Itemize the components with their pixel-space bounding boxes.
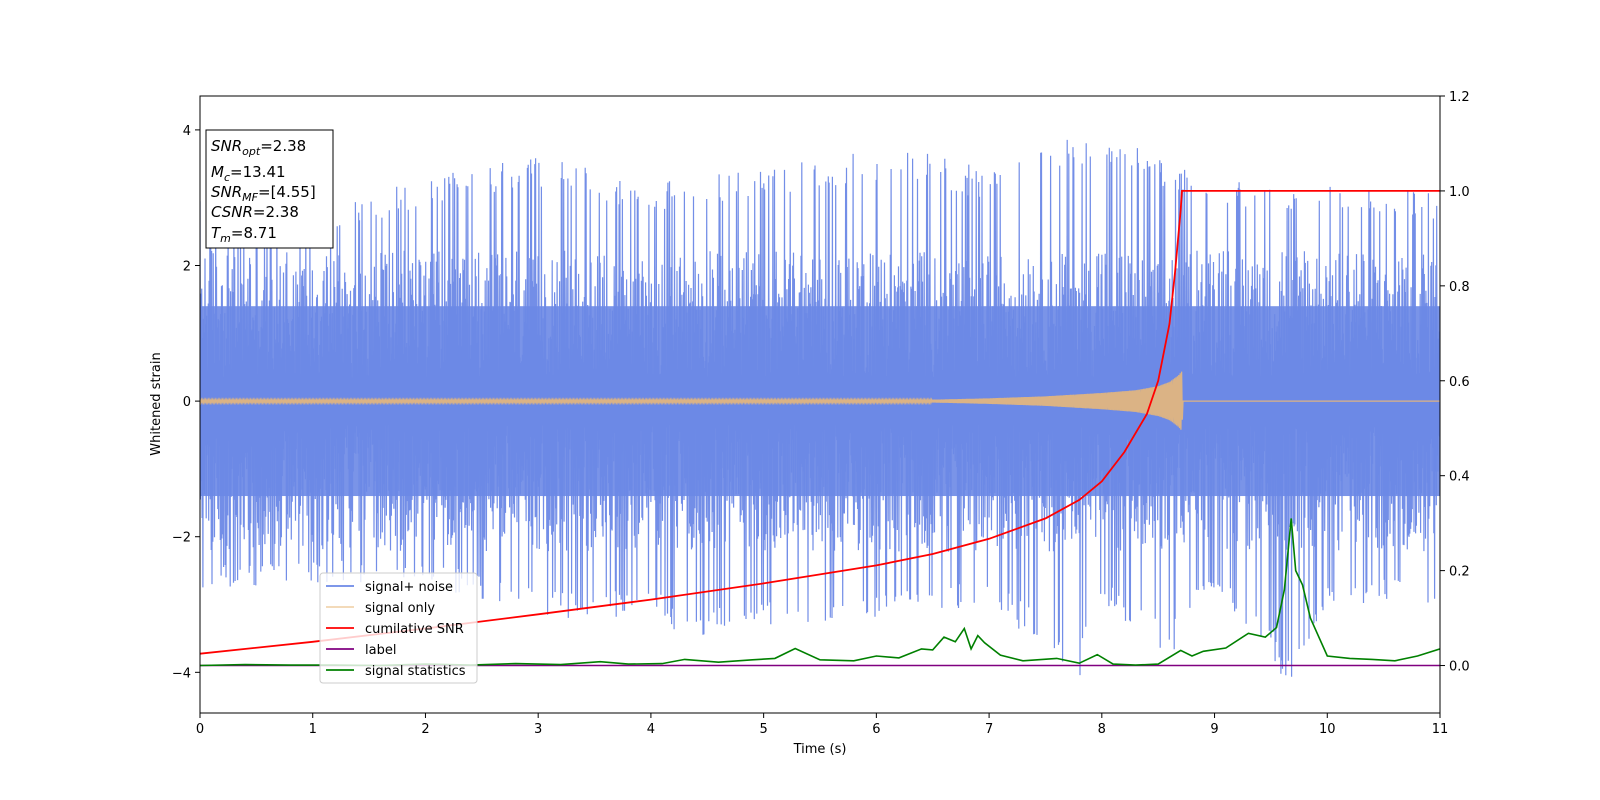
- series-signal-only: [200, 371, 1440, 430]
- plot-frame: [199, 95, 1441, 714]
- y-tick-label: −4: [172, 666, 191, 681]
- x-tick-label: 2: [421, 722, 429, 737]
- y-axis-right: 0.0 0.2 0.4 0.6 0.8 1.0 1.2: [1440, 90, 1470, 675]
- y2-tick-label: 1.0: [1449, 185, 1470, 200]
- x-tick-label: 5: [759, 722, 767, 737]
- y-axis-left: −4 −2 0 2 4: [172, 124, 200, 681]
- x-tick-label: 0: [196, 722, 204, 737]
- x-axis-label: Time (s): [793, 742, 847, 757]
- info-snr-mf: SNRMF=[4.55]: [211, 183, 316, 204]
- y-axis-label: Whitened strain: [149, 352, 164, 455]
- x-tick-label: 9: [1210, 722, 1218, 737]
- info-box-frame: [205, 129, 334, 249]
- legend-label: signal only: [365, 601, 435, 616]
- series-layer: [200, 139, 1440, 677]
- info-mc: Mc=13.41: [211, 163, 286, 184]
- y2-tick-label: 0.6: [1449, 375, 1470, 390]
- x-tick-label: 3: [534, 722, 542, 737]
- legend-label: cumilative SNR: [365, 622, 464, 637]
- y2-tick-label: 0.0: [1449, 660, 1470, 675]
- info-tm: Tm=8.71: [211, 224, 277, 245]
- y2-tick-label: 0.8: [1449, 280, 1470, 295]
- info-snr-opt: SNRopt=2.38: [211, 137, 306, 158]
- info-box: SNRopt=2.38 Mc=13.41 SNRMF=[4.55] CSNR=2…: [205, 129, 334, 249]
- legend-label: label: [365, 643, 396, 658]
- y-tick-label: 0: [183, 395, 191, 410]
- y2-tick-label: 0.2: [1449, 565, 1470, 580]
- series-cumulative-snr: [200, 190, 1440, 655]
- x-tick-label: 1: [309, 722, 317, 737]
- y-tick-label: 2: [183, 260, 191, 275]
- y-tick-label: −2: [172, 531, 191, 546]
- x-tick-label: 8: [1098, 722, 1106, 737]
- series-signal-statistics: [200, 518, 1440, 667]
- x-tick-label: 4: [647, 722, 655, 737]
- x-axis: 0 1 2 3 4 5 6 7 8 9 10 11: [196, 713, 1448, 737]
- x-tick-label: 6: [872, 722, 880, 737]
- legend-label: signal+ noise: [365, 580, 453, 595]
- legend: signal+ noise signal only cumilative SNR la…: [319, 572, 478, 684]
- x-tick-label: 10: [1319, 722, 1336, 737]
- x-tick-label: 11: [1432, 722, 1449, 737]
- y2-tick-label: 0.4: [1449, 470, 1470, 485]
- legend-label: signal statistics: [365, 664, 466, 679]
- x-tick-label: 7: [985, 722, 993, 737]
- info-csnr: CSNR=2.38: [211, 203, 299, 221]
- legend-frame: [319, 572, 478, 684]
- y-tick-label: 4: [183, 124, 191, 139]
- y2-tick-label: 1.2: [1449, 90, 1470, 105]
